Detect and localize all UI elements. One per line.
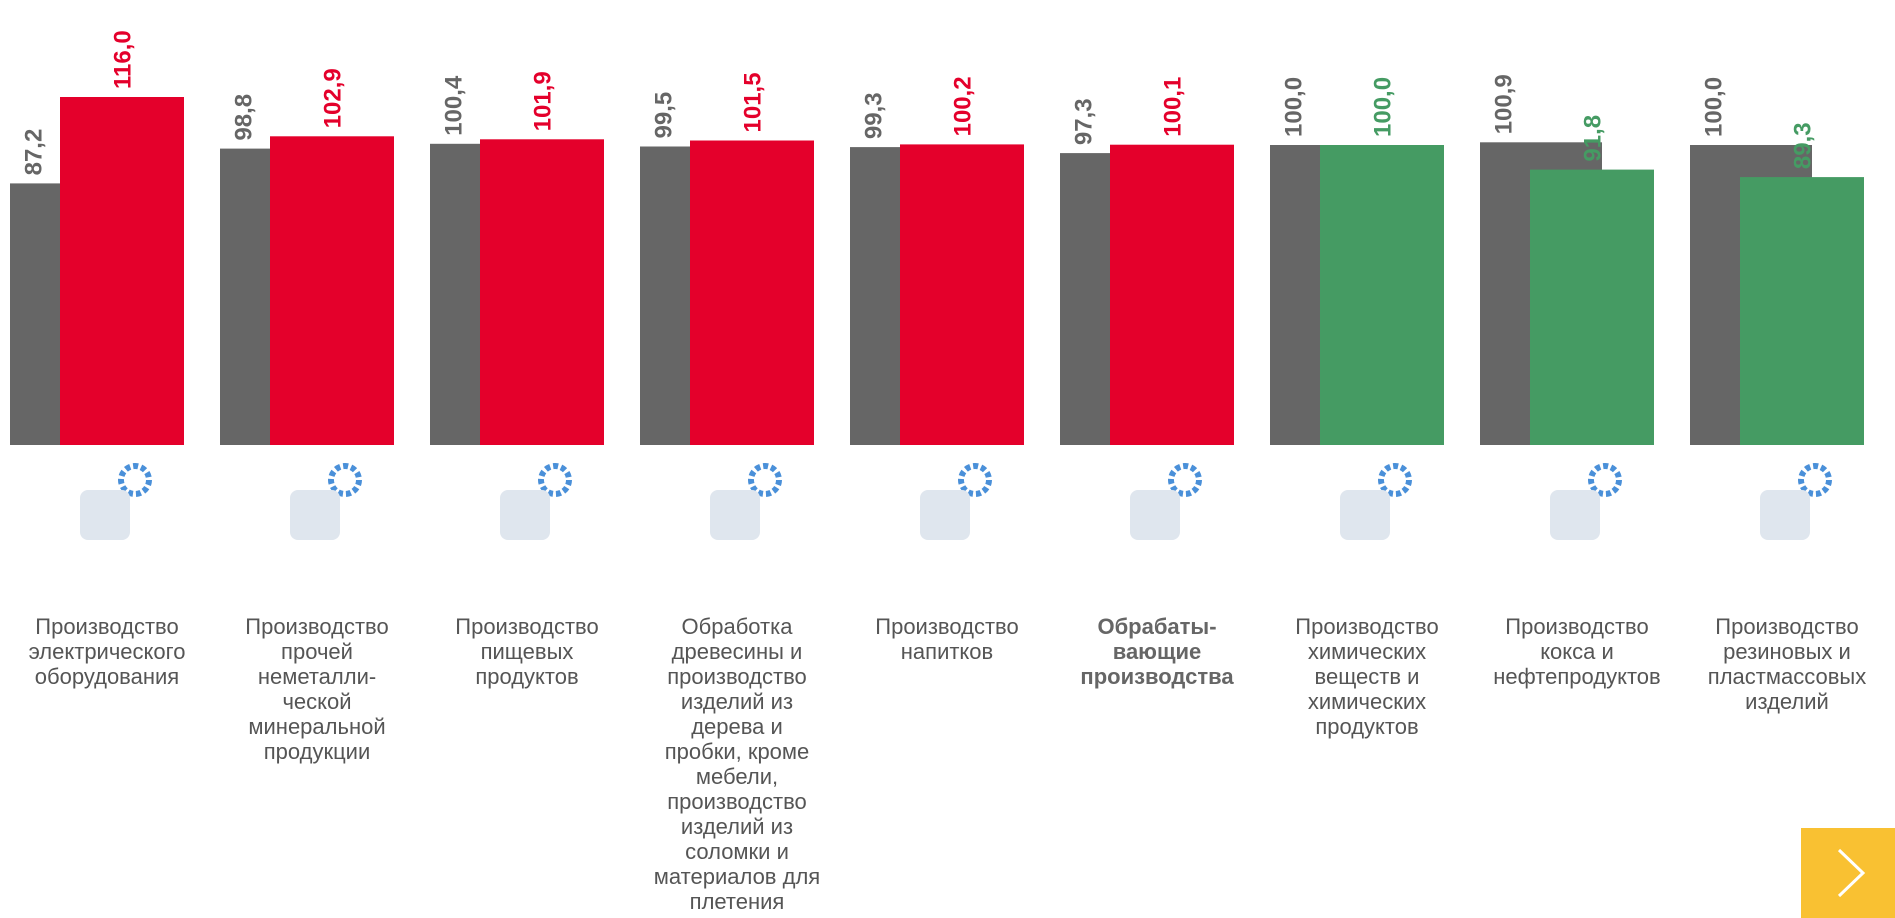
value-label: 100,9 <box>1490 74 1517 134</box>
icon-gear <box>118 463 152 497</box>
value-label: 116,0 <box>109 30 136 89</box>
category-label: Обработка древесины и производство издел… <box>653 614 821 914</box>
icon-gear <box>538 463 572 497</box>
value-label: 99,5 <box>650 92 677 139</box>
bar <box>1320 145 1444 445</box>
value-label: 100,1 <box>1159 77 1186 137</box>
category-label: Производство электрического оборудования <box>28 614 186 689</box>
icon-body <box>290 490 340 540</box>
category-label: Производство прочей неметалли- ческой ми… <box>245 614 389 764</box>
bar <box>480 139 604 446</box>
icon-gear <box>748 463 782 497</box>
bar <box>270 136 394 446</box>
category-label: Производство резиновых и пластмассовых и… <box>1707 614 1867 714</box>
icon-gear <box>328 463 362 497</box>
bar <box>1530 169 1654 445</box>
next-button[interactable] <box>1801 828 1895 918</box>
value-label: 100,2 <box>949 76 976 136</box>
icon-gear <box>1588 463 1622 497</box>
icon-body <box>500 490 550 540</box>
bar <box>1110 144 1234 445</box>
value-label: 87,2 <box>20 129 47 176</box>
category-label: Производство кокса и нефтепродуктов <box>1493 614 1661 689</box>
category-label: Обрабаты- вающие производства <box>1080 614 1234 689</box>
chevron <box>1837 848 1866 898</box>
icon-gear <box>1168 463 1202 497</box>
value-label: 100,0 <box>1369 77 1396 137</box>
icon-gear <box>1378 463 1412 497</box>
bar <box>900 144 1024 445</box>
icon-body <box>1760 490 1810 540</box>
value-label: 100,0 <box>1280 77 1307 137</box>
icon-gear <box>958 463 992 497</box>
value-label: 100,4 <box>440 75 467 136</box>
icon-body <box>80 490 130 540</box>
bar <box>690 140 814 445</box>
value-label: 102,9 <box>319 68 346 128</box>
icon-body <box>1550 490 1600 540</box>
category-label: Производство напитков <box>875 614 1019 664</box>
icon-body <box>920 490 970 540</box>
icon-body <box>1340 490 1390 540</box>
icon-body <box>710 490 760 540</box>
bar <box>1740 177 1864 445</box>
bar <box>60 97 184 445</box>
value-label: 89,3 <box>1789 122 1816 169</box>
icon-body <box>1130 490 1180 540</box>
value-label: 101,5 <box>739 72 766 132</box>
value-label: 101,9 <box>529 71 556 131</box>
value-label: 91,8 <box>1579 115 1606 162</box>
value-label: 100,0 <box>1700 77 1727 137</box>
value-label: 99,3 <box>860 92 887 139</box>
value-label: 98,8 <box>230 94 257 141</box>
category-label: Производство химических веществ и химиче… <box>1295 614 1439 739</box>
value-label: 97,3 <box>1070 98 1097 145</box>
category-label: Производство пищевых продуктов <box>455 614 599 689</box>
icon-gear <box>1798 463 1832 497</box>
